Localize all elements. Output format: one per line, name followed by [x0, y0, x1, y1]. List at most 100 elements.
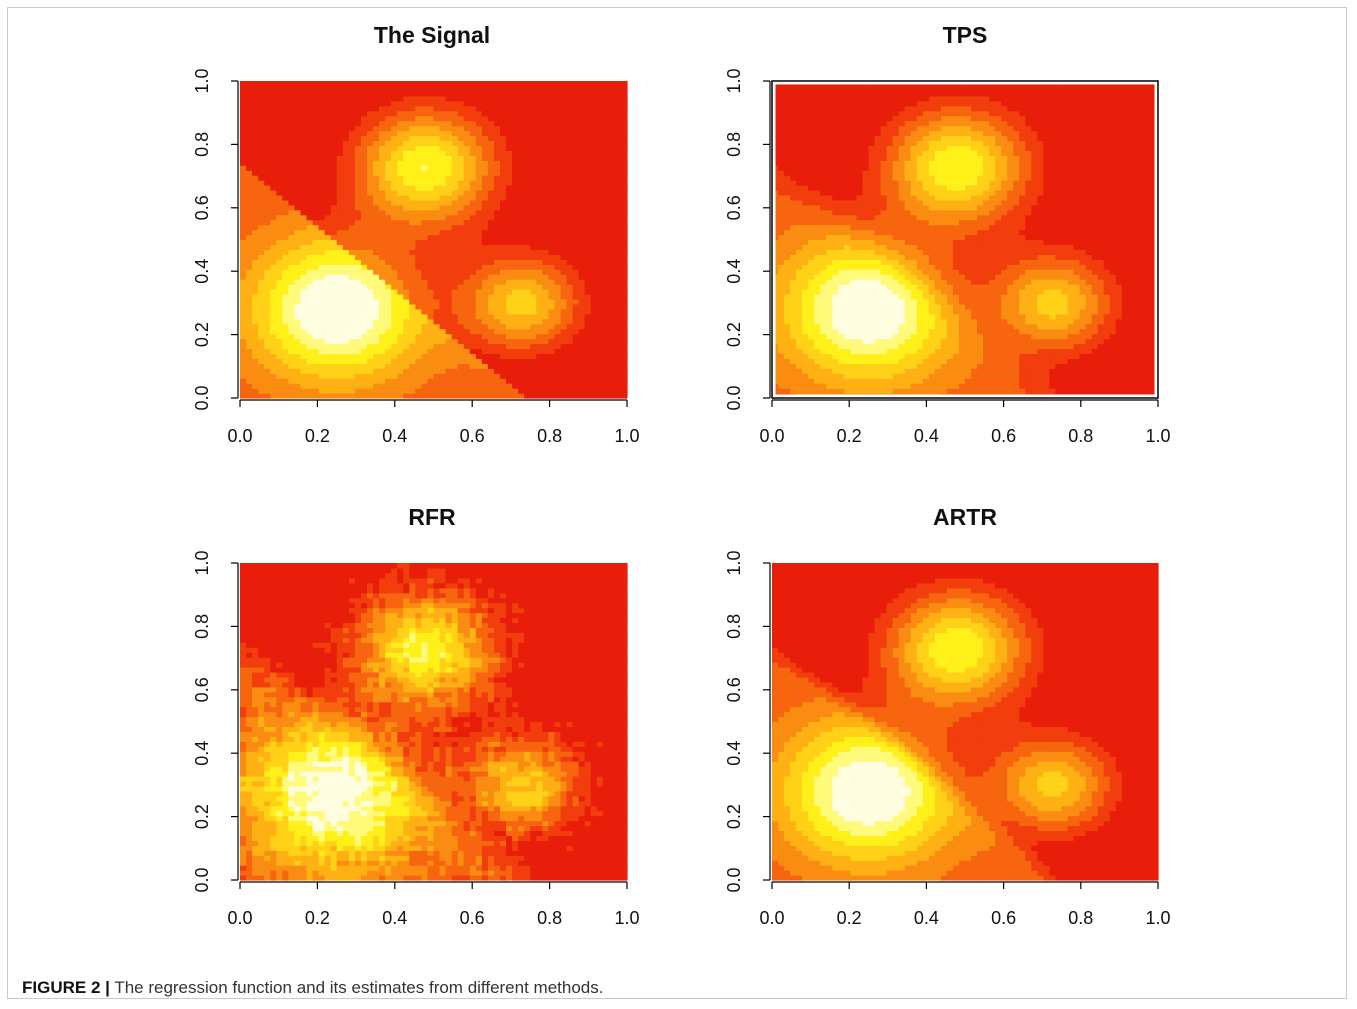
heatmap-cell: [318, 353, 326, 359]
heatmap-cell: [445, 135, 453, 142]
heatmap-cell: [602, 323, 610, 330]
heatmap-cell: [288, 145, 296, 151]
heatmap-cell: [469, 249, 477, 255]
heatmap-cell: [318, 95, 326, 102]
heatmap-cell: [348, 85, 356, 92]
heatmap-cell: [324, 189, 332, 196]
heatmap-cell: [264, 199, 271, 206]
heatmap-cell: [246, 185, 253, 191]
heatmap-cell: [572, 209, 580, 216]
heatmap-cell: [620, 303, 628, 310]
heatmap-cell: [778, 155, 785, 161]
heatmap-cell: [415, 219, 423, 226]
heatmap-cell: [524, 204, 531, 211]
heatmap-cell: [258, 135, 265, 142]
heatmap-cell: [596, 135, 604, 142]
heatmap-cell: [481, 323, 489, 330]
heatmap-cell: [366, 95, 374, 102]
heatmap-cell: [288, 378, 296, 384]
heatmap-cell: [796, 264, 803, 270]
heatmap-cell: [421, 313, 429, 320]
heatmap-cell: [354, 259, 362, 265]
heatmap-cell: [602, 279, 610, 285]
heatmap-cell: [276, 140, 283, 146]
heatmap-cell: [784, 289, 791, 295]
heatmap-cell: [403, 388, 410, 394]
heatmap-cell: [354, 293, 362, 300]
heatmap-cell: [324, 293, 332, 300]
heatmap-cell: [542, 170, 549, 176]
heatmap-cell: [566, 85, 574, 92]
heatmap-cell: [469, 170, 477, 176]
heatmap-cell: [288, 274, 296, 280]
heatmap-cell: [312, 328, 320, 335]
heatmap-cell: [796, 155, 803, 161]
heatmap-cell: [403, 150, 410, 156]
heatmap-cell: [252, 289, 259, 295]
heatmap-cell: [457, 110, 465, 117]
heatmap-cell: [258, 160, 265, 166]
heatmap-cell: [300, 388, 308, 394]
heatmap-cell: [300, 224, 308, 231]
heatmap-cell: [318, 328, 326, 335]
heatmap-cell: [391, 204, 398, 211]
heatmap-cell: [433, 373, 441, 379]
heatmap-cell: [282, 303, 289, 310]
heatmap-cell: [796, 373, 803, 379]
heatmap-cell: [318, 323, 326, 330]
heatmap-cell: [360, 214, 368, 221]
heatmap-cell: [276, 229, 283, 236]
heatmap-cell: [391, 383, 398, 389]
heatmap-cell: [838, 204, 845, 211]
heatmap-cell: [403, 368, 410, 374]
heatmap-cell: [421, 229, 429, 236]
heatmap-cell: [264, 234, 271, 241]
heatmap-cell: [379, 393, 386, 399]
heatmap-cell: [475, 204, 483, 211]
heatmap-cell: [288, 214, 296, 221]
heatmap-cell: [330, 298, 338, 305]
heatmap-cell: [481, 175, 489, 181]
heatmap-cell: [300, 383, 308, 389]
heatmap-cell: [844, 224, 852, 231]
heatmap-cell: [584, 388, 592, 394]
heatmap-cell: [500, 194, 507, 201]
heatmap-cell: [614, 170, 622, 176]
heatmap-cell: [566, 155, 574, 161]
heatmap-cell: [318, 234, 326, 241]
heatmap-cell: [397, 308, 404, 315]
heatmap-cell: [784, 239, 791, 246]
heatmap-cell: [306, 204, 314, 211]
heatmap-cell: [808, 348, 815, 355]
heatmap-cell: [850, 313, 858, 320]
heatmap-cell: [481, 383, 489, 389]
heatmap-cell: [512, 239, 519, 246]
heatmap-cell: [548, 293, 556, 300]
heatmap-cell: [403, 313, 410, 320]
heatmap-cell: [348, 383, 356, 389]
heatmap-cell: [451, 175, 459, 181]
heatmap-cell: [475, 85, 483, 92]
heatmap-cell: [318, 318, 326, 325]
heatmap-cell: [548, 135, 556, 142]
heatmap-cell: [373, 318, 380, 325]
heatmap-cell: [276, 239, 283, 246]
heatmap-cell: [481, 81, 489, 87]
heatmap-cell: [385, 298, 392, 305]
heatmap-cell: [608, 333, 616, 340]
heatmap-cell: [252, 298, 259, 305]
heatmap-cell: [832, 170, 839, 176]
heatmap-cell: [784, 145, 791, 151]
heatmap-cell: [602, 219, 610, 226]
heatmap-cell: [373, 175, 380, 181]
heatmap-cell: [439, 150, 447, 156]
heatmap-cell: [379, 120, 386, 127]
heatmap-cell: [542, 204, 549, 211]
heatmap-cell: [264, 353, 271, 359]
heatmap-cell: [306, 303, 314, 310]
heatmap-cell: [409, 313, 416, 320]
heatmap-cell: [294, 125, 302, 132]
heatmap-cell: [838, 135, 845, 142]
heatmap-cell: [360, 383, 368, 389]
heatmap-cell: [336, 160, 344, 166]
